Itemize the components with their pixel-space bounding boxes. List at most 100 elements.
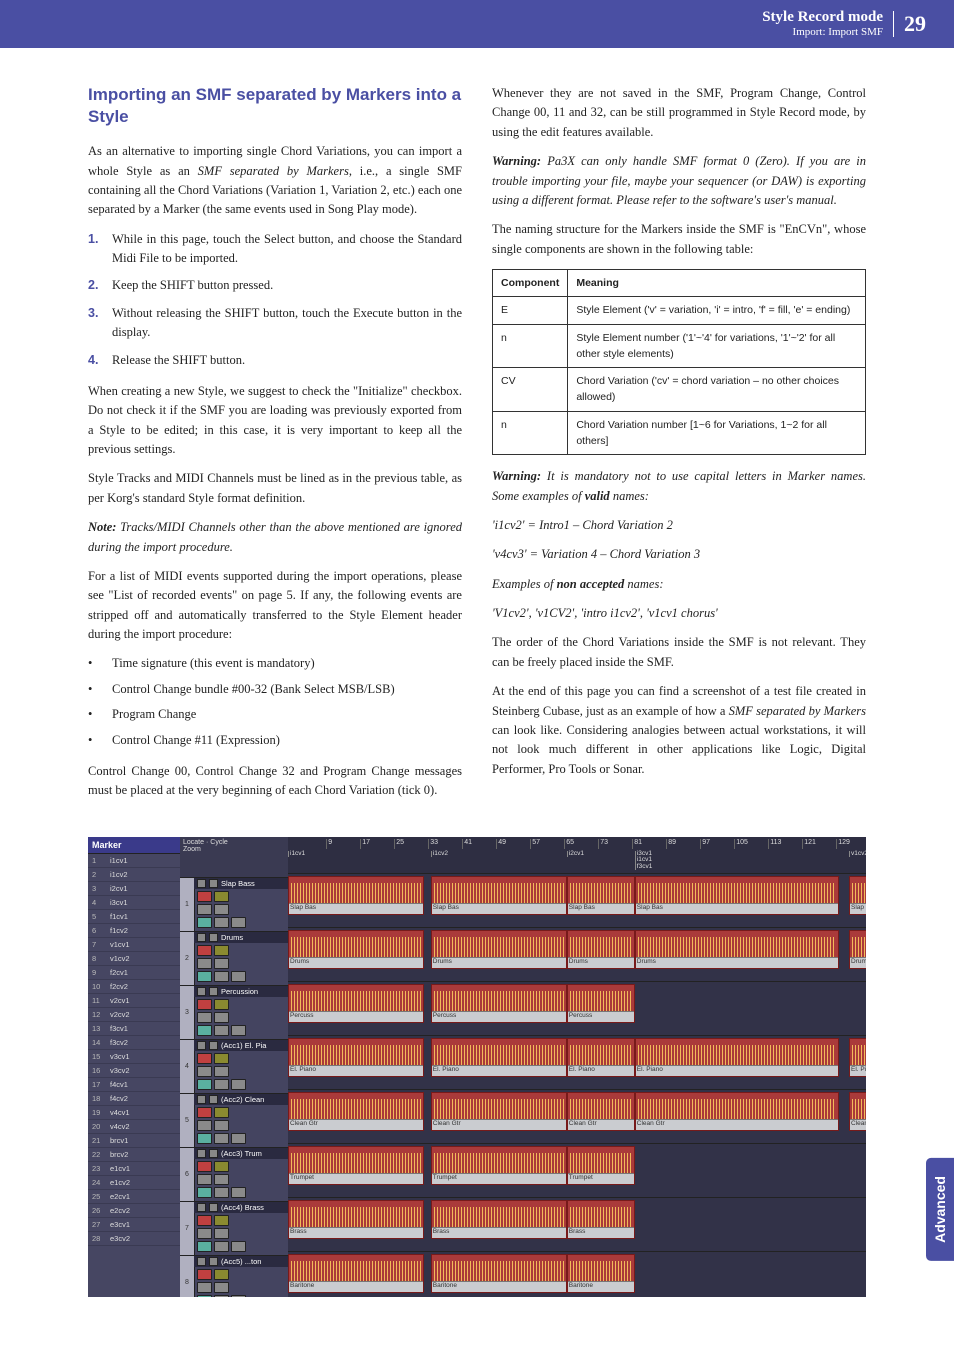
midi-clip[interactable]: Brass bbox=[431, 1200, 567, 1239]
marker-row[interactable]: 4i3cv1 bbox=[88, 896, 180, 910]
monitor-button[interactable] bbox=[214, 999, 229, 1010]
midi-clip[interactable]: Clean Gtr bbox=[635, 1092, 839, 1131]
lock-button[interactable] bbox=[214, 1079, 229, 1090]
read-button[interactable] bbox=[197, 1174, 212, 1185]
marker-row[interactable]: 28e3cv2 bbox=[88, 1232, 180, 1246]
mute-icon[interactable] bbox=[197, 879, 206, 888]
track-header[interactable]: 6 (Acc3) Trum bbox=[180, 1148, 288, 1202]
write-button[interactable] bbox=[214, 1012, 229, 1023]
read-button[interactable] bbox=[197, 1120, 212, 1131]
monitor-button[interactable] bbox=[214, 1161, 229, 1172]
midi-clip[interactable]: Trumpet bbox=[567, 1146, 635, 1185]
marker-row[interactable]: 27e3cv1 bbox=[88, 1218, 180, 1232]
track-header[interactable]: 4 (Acc1) El. Pia bbox=[180, 1040, 288, 1094]
bypass-button[interactable] bbox=[197, 1079, 212, 1090]
marker-row[interactable]: 13f3cv1 bbox=[88, 1022, 180, 1036]
record-button[interactable] bbox=[197, 999, 212, 1010]
midi-clip[interactable]: Slap Bas bbox=[567, 876, 635, 915]
solo-icon[interactable] bbox=[209, 1041, 218, 1050]
read-button[interactable] bbox=[197, 1066, 212, 1077]
midi-clip[interactable]: El. Piano bbox=[431, 1038, 567, 1077]
track-header[interactable]: 7 (Acc4) Brass bbox=[180, 1202, 288, 1256]
lock-button[interactable] bbox=[214, 1241, 229, 1252]
midi-clip[interactable]: Drums bbox=[635, 930, 839, 969]
lane-button[interactable] bbox=[231, 1079, 246, 1090]
marker-row[interactable]: 20v4cv2 bbox=[88, 1120, 180, 1134]
track-header[interactable]: 1 Slap Bass bbox=[180, 878, 288, 932]
midi-clip[interactable]: Baritone bbox=[288, 1254, 424, 1293]
marker-row[interactable]: 2i1cv2 bbox=[88, 868, 180, 882]
midi-clip[interactable]: Drums bbox=[849, 930, 866, 969]
monitor-button[interactable] bbox=[214, 1053, 229, 1064]
midi-clip[interactable]: Slap Bas bbox=[635, 876, 839, 915]
marker-row[interactable]: 24e1cv2 bbox=[88, 1176, 180, 1190]
lane-button[interactable] bbox=[231, 1133, 246, 1144]
midi-clip[interactable]: Percuss bbox=[431, 984, 567, 1023]
midi-clip[interactable]: Trumpet bbox=[431, 1146, 567, 1185]
bypass-button[interactable] bbox=[197, 1295, 212, 1297]
midi-clip[interactable]: El. Piano bbox=[288, 1038, 424, 1077]
marker-row[interactable]: 19v4cv1 bbox=[88, 1106, 180, 1120]
record-button[interactable] bbox=[197, 945, 212, 956]
mute-icon[interactable] bbox=[197, 1095, 206, 1104]
record-button[interactable] bbox=[197, 1161, 212, 1172]
solo-icon[interactable] bbox=[209, 1203, 218, 1212]
bypass-button[interactable] bbox=[197, 1187, 212, 1198]
track-header[interactable]: 5 (Acc2) Clean bbox=[180, 1094, 288, 1148]
lane-button[interactable] bbox=[231, 971, 246, 982]
write-button[interactable] bbox=[214, 1066, 229, 1077]
midi-clip[interactable]: Clean Gtr bbox=[288, 1092, 424, 1131]
midi-clip[interactable]: Trumpet bbox=[288, 1146, 424, 1185]
midi-clip[interactable]: Slap Bas bbox=[288, 876, 424, 915]
marker-row[interactable]: 15v3cv1 bbox=[88, 1050, 180, 1064]
midi-clip[interactable]: Brass bbox=[288, 1200, 424, 1239]
solo-icon[interactable] bbox=[209, 1257, 218, 1266]
lock-button[interactable] bbox=[214, 917, 229, 928]
marker-row[interactable]: 7v1cv1 bbox=[88, 938, 180, 952]
solo-icon[interactable] bbox=[209, 933, 218, 942]
marker-row[interactable]: 9f2cv1 bbox=[88, 966, 180, 980]
monitor-button[interactable] bbox=[214, 891, 229, 902]
lane-button[interactable] bbox=[231, 1025, 246, 1036]
track-header[interactable]: 2 Drums bbox=[180, 932, 288, 986]
monitor-button[interactable] bbox=[214, 945, 229, 956]
solo-icon[interactable] bbox=[209, 879, 218, 888]
record-button[interactable] bbox=[197, 1269, 212, 1280]
marker-row[interactable]: 22brcv2 bbox=[88, 1148, 180, 1162]
lock-button[interactable] bbox=[214, 1295, 229, 1297]
midi-clip[interactable]: Brass bbox=[567, 1200, 635, 1239]
midi-clip[interactable]: Clean Gtr bbox=[567, 1092, 635, 1131]
midi-clip[interactable]: Clean Gtr bbox=[849, 1092, 866, 1131]
lock-button[interactable] bbox=[214, 1187, 229, 1198]
record-button[interactable] bbox=[197, 1215, 212, 1226]
marker-row[interactable]: 21brcv1 bbox=[88, 1134, 180, 1148]
solo-icon[interactable] bbox=[209, 1095, 218, 1104]
midi-clip[interactable]: Baritone bbox=[431, 1254, 567, 1293]
midi-clip[interactable]: El. Piano bbox=[635, 1038, 839, 1077]
marker-row[interactable]: 18f4cv2 bbox=[88, 1092, 180, 1106]
midi-clip[interactable]: Drums bbox=[431, 930, 567, 969]
marker-row[interactable]: 1i1cv1 bbox=[88, 854, 180, 868]
solo-icon[interactable] bbox=[209, 987, 218, 996]
lane-button[interactable] bbox=[231, 1295, 246, 1297]
marker-row[interactable]: 16v3cv2 bbox=[88, 1064, 180, 1078]
write-button[interactable] bbox=[214, 1120, 229, 1131]
midi-clip[interactable]: Slap Bas bbox=[431, 876, 567, 915]
mute-icon[interactable] bbox=[197, 1203, 206, 1212]
mute-icon[interactable] bbox=[197, 1041, 206, 1050]
midi-clip[interactable]: Percuss bbox=[288, 984, 424, 1023]
marker-row[interactable]: 5f1cv1 bbox=[88, 910, 180, 924]
write-button[interactable] bbox=[214, 1228, 229, 1239]
bypass-button[interactable] bbox=[197, 917, 212, 928]
write-button[interactable] bbox=[214, 1282, 229, 1293]
bypass-button[interactable] bbox=[197, 1133, 212, 1144]
bypass-button[interactable] bbox=[197, 1025, 212, 1036]
read-button[interactable] bbox=[197, 1012, 212, 1023]
read-button[interactable] bbox=[197, 958, 212, 969]
midi-clip[interactable]: Drums bbox=[288, 930, 424, 969]
midi-clip[interactable]: Clean Gtr bbox=[431, 1092, 567, 1131]
lane-button[interactable] bbox=[231, 917, 246, 928]
record-button[interactable] bbox=[197, 891, 212, 902]
marker-row[interactable]: 11v2cv1 bbox=[88, 994, 180, 1008]
marker-row[interactable]: 8v1cv2 bbox=[88, 952, 180, 966]
